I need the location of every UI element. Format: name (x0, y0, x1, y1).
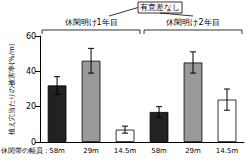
svg-text:29m: 29m (185, 147, 201, 155)
svg-text:0: 0 (31, 138, 36, 147)
svg-text:58m: 58m (151, 147, 167, 155)
svg-text:20: 20 (26, 102, 36, 111)
svg-text:60: 60 (26, 32, 36, 41)
svg-text:植え穴当たりの被害率(%/m): 植え穴当たりの被害率(%/m) (8, 43, 16, 135)
svg-text:29m: 29m (83, 147, 99, 155)
svg-text:14.5m: 14.5m (216, 147, 239, 155)
svg-text:休閑明け1年目: 休閑明け1年目 (65, 18, 118, 27)
svg-text:有意差なし: 有意差なし (140, 3, 180, 12)
svg-text:40: 40 (26, 67, 36, 76)
svg-text:14.5m: 14.5m (114, 147, 137, 155)
svg-text:休閑帯の幅員：: 休閑帯の幅員： (1, 147, 50, 155)
svg-text:58m: 58m (49, 147, 65, 155)
svg-text:休閑明け2年目: 休閑明け2年目 (166, 18, 219, 27)
